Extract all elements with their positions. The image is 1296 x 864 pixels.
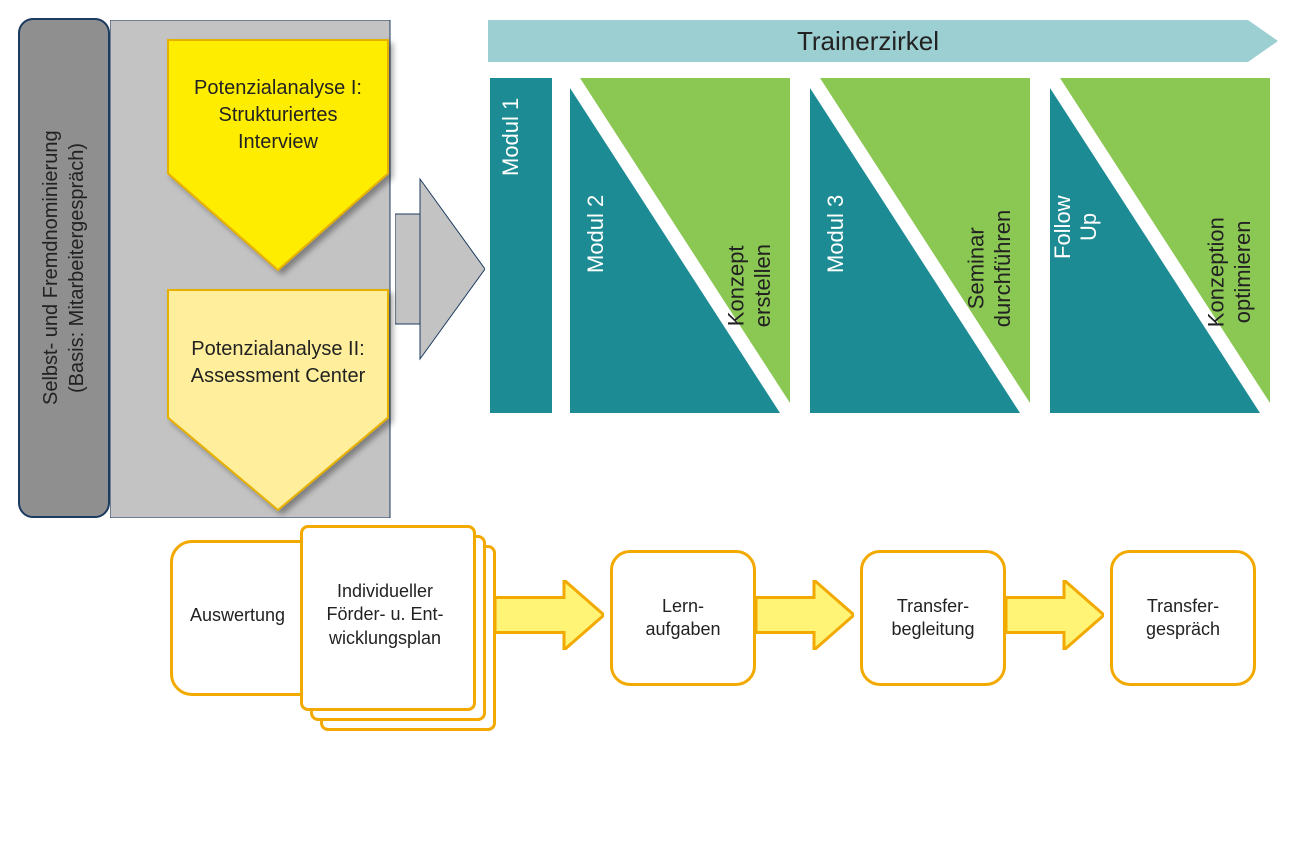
potenzial-2-chevron-label: Potenzialanalyse II:Assessment Center	[168, 304, 388, 422]
transferbegleitung-box: Transfer- begleitung	[860, 550, 1006, 686]
followup-pair-task-label: Konzeption optimieren	[1200, 86, 1260, 327]
trainerzirkel-label: Trainerzirkel	[488, 20, 1248, 62]
flow-arrow-1	[495, 580, 604, 650]
modul-2-pair-task-label: Konzept erstellen	[720, 86, 780, 327]
flow-arrow-3	[1006, 580, 1104, 650]
modul-1-label: Modul 1	[498, 98, 544, 393]
lernaufgaben-box: Lern- aufgaben	[610, 550, 756, 686]
modul-2-pair-mod-label: Modul 2	[576, 195, 616, 396]
flow-arrow-2	[756, 580, 854, 650]
potenzial-1-chevron-label: Potenzialanalyse I:StrukturiertesIntervi…	[168, 54, 388, 177]
transfergespraech-box: Transfer- gespräch	[1110, 550, 1256, 686]
modul-3-pair-mod-label: Modul 3	[816, 195, 856, 396]
nomination-label: Selbst- und Fremdnominierung(Basis: Mita…	[28, 38, 100, 498]
gray-arrow-head	[395, 20, 485, 518]
plan-label: Individueller Förder- u. Ent- wicklungsp…	[300, 525, 470, 705]
modul-3-pair-task-label: Seminar durchführen	[960, 86, 1020, 327]
followup-pair-mod-label: Follow Up	[1056, 195, 1096, 396]
auswertung-label: Auswertung	[190, 540, 310, 690]
